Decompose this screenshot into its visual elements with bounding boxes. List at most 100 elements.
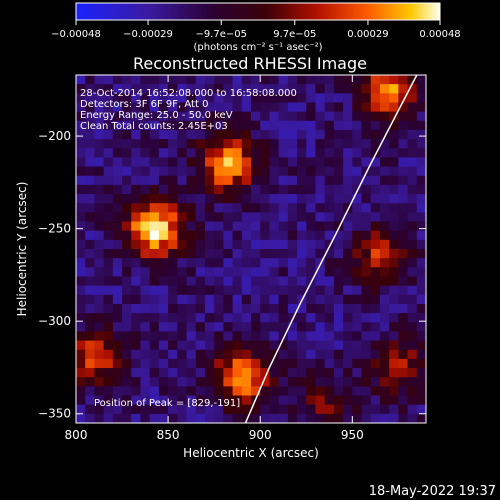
heatmap-cell bbox=[177, 111, 187, 122]
solar-limb-curve bbox=[244, 74, 418, 424]
heatmap-cell bbox=[94, 258, 105, 268]
heatmap-cell bbox=[278, 404, 289, 415]
heatmap-cell bbox=[76, 230, 86, 241]
heatmap-cell bbox=[278, 84, 289, 94]
x-tick-label: 950 bbox=[341, 428, 364, 442]
heatmap-cell bbox=[306, 377, 316, 387]
heatmap-cell bbox=[407, 258, 418, 268]
heatmap-cell bbox=[131, 249, 141, 259]
heatmap-cell bbox=[407, 303, 418, 314]
x-tick-label: 900 bbox=[249, 428, 272, 442]
heatmap-cell bbox=[260, 194, 270, 204]
heatmap-cell bbox=[186, 129, 197, 140]
heatmap-cell bbox=[398, 285, 408, 296]
heatmap-cell bbox=[297, 313, 307, 323]
heatmap-cell bbox=[370, 395, 381, 406]
heatmap-cell bbox=[76, 157, 86, 167]
heatmap-cell bbox=[122, 230, 132, 241]
heatmap-cell bbox=[232, 395, 243, 406]
heatmap-cell bbox=[85, 157, 95, 167]
heatmap-cell bbox=[214, 377, 224, 387]
heatmap-cell bbox=[177, 84, 187, 94]
heatmap-cell bbox=[251, 139, 261, 149]
colorbar-tick-label: 0.00029 bbox=[347, 29, 388, 40]
heatmap-cell bbox=[112, 386, 123, 396]
heatmap-cell bbox=[214, 395, 224, 406]
heatmap-cell bbox=[186, 313, 197, 323]
heatmap-cell bbox=[112, 221, 123, 232]
heatmap-cell bbox=[269, 404, 280, 415]
heatmap-cell bbox=[85, 331, 95, 341]
heatmap-cell bbox=[333, 166, 344, 177]
heatmap-cell bbox=[94, 148, 105, 158]
heatmap-cell bbox=[168, 386, 178, 396]
heatmap-cell bbox=[131, 368, 141, 378]
heatmap-cell bbox=[398, 313, 408, 323]
heatmap-cell bbox=[398, 386, 408, 396]
heatmap-cell bbox=[131, 358, 141, 369]
heatmap-cell bbox=[149, 368, 160, 378]
heatmap-cell bbox=[416, 239, 427, 250]
heatmap-cell bbox=[195, 84, 206, 94]
heatmap-cell bbox=[379, 386, 390, 396]
heatmap-cell bbox=[158, 221, 169, 232]
heatmap-cell bbox=[103, 377, 114, 387]
heatmap-cell bbox=[140, 175, 151, 186]
heatmap-cell bbox=[343, 120, 353, 131]
heatmap-cell bbox=[398, 212, 408, 222]
heatmap-cell bbox=[112, 194, 123, 204]
heatmap-cell bbox=[214, 386, 224, 396]
heatmap-cell bbox=[389, 102, 399, 113]
heatmap-cell bbox=[168, 349, 178, 360]
heatmap-cell bbox=[103, 102, 114, 113]
heatmap-cell bbox=[214, 157, 224, 167]
heatmap-cell bbox=[186, 386, 197, 396]
heatmap-cell bbox=[158, 276, 169, 287]
heatmap-cell bbox=[352, 230, 362, 241]
heatmap-cell bbox=[407, 221, 418, 232]
heatmap-cell bbox=[112, 139, 123, 149]
heatmap-cell bbox=[361, 331, 372, 341]
heatmap-cell bbox=[297, 111, 307, 122]
heatmap-cell bbox=[269, 239, 280, 250]
heatmap-cell bbox=[241, 368, 252, 378]
heatmap-cell bbox=[379, 111, 390, 122]
heatmap-cell bbox=[112, 120, 123, 131]
heatmap-cell bbox=[333, 111, 344, 122]
heatmap-cell bbox=[122, 84, 132, 94]
heatmap-cell bbox=[232, 230, 243, 241]
heatmap-cell bbox=[168, 139, 178, 149]
heatmap-cell bbox=[389, 349, 399, 360]
heatmap-cell bbox=[186, 157, 197, 167]
heatmap-cell bbox=[389, 313, 399, 323]
heatmap-cell bbox=[260, 111, 270, 122]
heatmap-cell bbox=[343, 331, 353, 341]
heatmap-cell bbox=[287, 175, 298, 186]
heatmap-cell bbox=[398, 322, 408, 332]
heatmap-cell bbox=[177, 313, 187, 323]
heatmap-cell bbox=[260, 358, 270, 369]
heatmap-cell bbox=[361, 148, 372, 158]
heatmap-cell bbox=[158, 285, 169, 296]
heatmap-cell bbox=[241, 148, 252, 158]
heatmap-cell bbox=[168, 157, 178, 167]
heatmap-cell bbox=[352, 129, 362, 140]
heatmap-cell bbox=[149, 111, 160, 122]
heatmap-cell bbox=[85, 166, 95, 177]
heatmap-cell bbox=[103, 230, 114, 241]
heatmap-cell bbox=[251, 184, 261, 195]
heatmap-cell bbox=[214, 230, 224, 241]
heatmap-cell bbox=[85, 249, 95, 259]
heatmap-cell bbox=[149, 377, 160, 387]
heatmap-cell bbox=[177, 249, 187, 259]
heatmap-cell bbox=[158, 358, 169, 369]
heatmap-cell bbox=[177, 395, 187, 406]
heatmap-cell bbox=[370, 166, 381, 177]
heatmap-cell bbox=[324, 84, 335, 94]
heatmap-cell bbox=[370, 239, 381, 250]
heatmap-cell bbox=[149, 194, 160, 204]
heatmap-cell bbox=[407, 129, 418, 140]
y-tick-label: −250 bbox=[38, 222, 71, 236]
heatmap-cell bbox=[149, 157, 160, 167]
heatmap-cell bbox=[195, 267, 206, 277]
